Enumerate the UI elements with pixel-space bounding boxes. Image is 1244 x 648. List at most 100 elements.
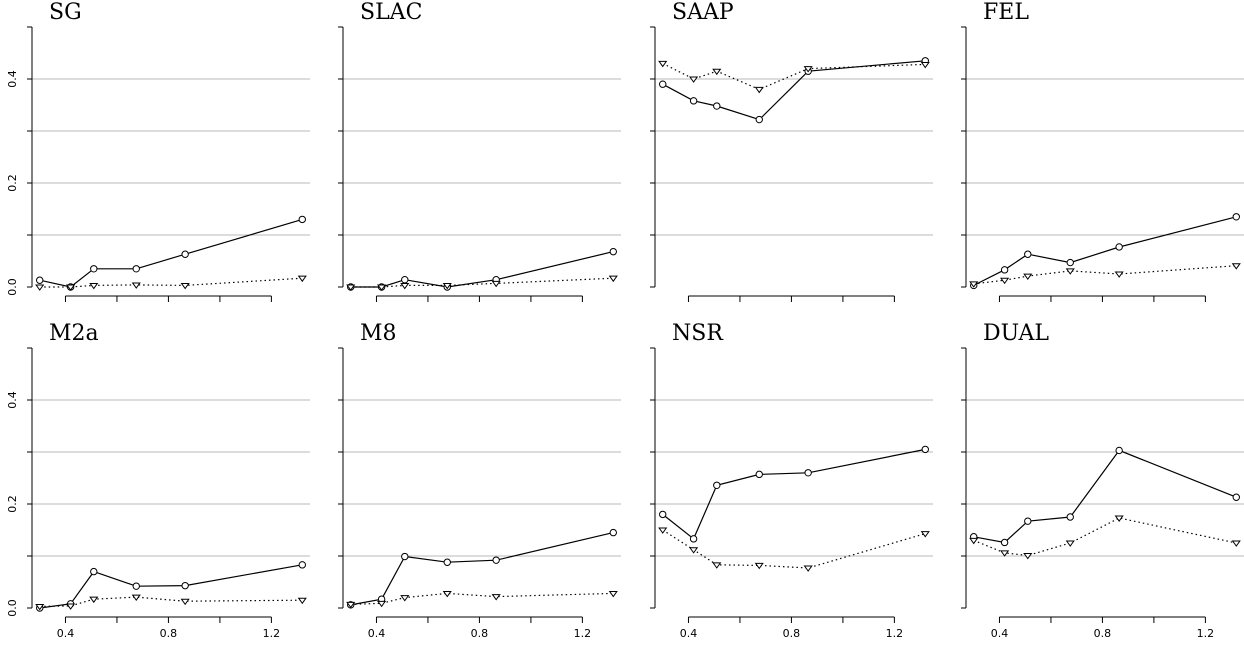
panel-dual: DUAL 0.4 0.8 1.2 [961,321,1244,640]
circle-marker [1115,446,1123,455]
circle-marker [36,276,44,284]
y-tick-label: 0.0 [6,599,19,617]
series-line-solid [350,251,614,288]
triangle-marker [658,60,668,68]
x-tick-label: 0.8 [1094,627,1112,640]
x-tick-label: 1.2 [263,627,281,640]
y-tick-label: 0.2 [6,495,19,513]
circle-marker [1232,213,1240,221]
triangle-marker [803,66,813,73]
circle-marker [132,265,140,273]
panel-title: DUAL [983,321,1049,346]
panel-title: SLAC [360,0,422,25]
triangle-marker [803,565,813,572]
circle-marker [689,97,698,105]
triangle-marker [346,601,356,609]
series-line-dotted [350,277,614,288]
circle-marker [401,276,409,284]
circle-marker [804,469,812,477]
circle-marker [132,582,140,590]
triangle-marker [66,284,76,291]
circle-marker [755,115,763,124]
triangle-marker [89,596,99,604]
series-line-solid [662,448,926,540]
triangle-marker [297,597,307,605]
triangle-marker [1023,553,1033,560]
circle-marker [1115,243,1123,251]
circle-marker [659,510,667,519]
triangle-marker [442,282,452,290]
triangle-marker [377,284,387,291]
panel-title: SAAP [672,0,734,25]
circle-marker [90,265,98,273]
series-line-dotted [973,265,1237,285]
panel-title: FEL [983,0,1029,25]
x-tick-label: 1.2 [886,627,904,640]
series-line-solid [39,218,303,288]
y-tick-label: 0.0 [6,278,19,296]
series-line-dotted [973,517,1237,557]
triangle-marker [131,594,141,602]
series-line-solid [39,564,303,609]
series-line-solid [662,60,926,121]
circle-marker [1066,513,1074,521]
panel-m8: M8 0.4 0.8 1.2 [338,321,621,640]
triangle-marker [712,68,722,76]
series-line-dotted [662,529,926,569]
series-line-solid [973,216,1237,286]
triangle-marker [608,275,618,283]
circle-marker [181,581,189,590]
circle-marker [1000,266,1009,274]
triangle-marker [1231,263,1241,270]
triangle-marker [89,282,99,290]
panel-nsr: NSR 0.4 0.8 1.2 [650,321,933,640]
triangle-marker [689,76,699,83]
triangle-marker [1065,268,1075,275]
y-tick-label: 0.4 [6,70,19,88]
circle-marker [1024,250,1032,258]
x-tick-label: 0.4 [991,627,1009,640]
circle-marker [181,250,189,258]
y-tick-label: 0.2 [6,174,19,192]
triangle-marker [297,275,307,283]
panel-title: M2a [49,321,99,346]
circle-marker [689,535,698,543]
x-tick-label: 1.2 [574,627,592,640]
triangle-marker [180,282,190,290]
panel-saap: SAAP [650,0,933,302]
x-tick-label: 0.4 [368,627,386,640]
triangle-marker [658,527,668,534]
x-tick-label: 0.8 [471,627,489,640]
triangle-marker [754,86,764,94]
triangle-marker [754,562,764,570]
triangle-marker [491,594,501,601]
series-line-solid [350,532,614,606]
triangle-marker [1114,271,1124,278]
panel-sg: SG 0.0 0.2 0.4 [6,0,310,302]
circle-marker [298,561,306,569]
triangle-marker [1000,277,1010,285]
series-line-dotted [350,592,614,605]
triangle-marker [66,603,76,610]
series-line-dotted [662,62,926,91]
x-tick-label: 0.4 [680,627,698,640]
circle-marker [401,552,409,561]
x-tick-label: 0.8 [160,627,178,640]
circle-marker [609,247,617,256]
triangle-marker [969,537,979,545]
triangle-marker [400,595,410,602]
triangle-marker [491,280,501,288]
triangle-marker [1231,540,1241,547]
triangle-marker [608,590,618,598]
triangle-marker [1023,273,1033,281]
triangle-marker [969,281,979,288]
circle-marker [90,567,98,576]
circle-marker [492,556,500,564]
circle-marker [921,445,929,454]
panel-m2a: M2a 0.0 0.2 0.4 0.4 0.8 1.2 [6,321,310,640]
series-line-dotted [39,596,303,607]
circle-marker [1000,538,1009,547]
circle-marker [1024,517,1032,525]
triangle-marker [920,61,930,69]
